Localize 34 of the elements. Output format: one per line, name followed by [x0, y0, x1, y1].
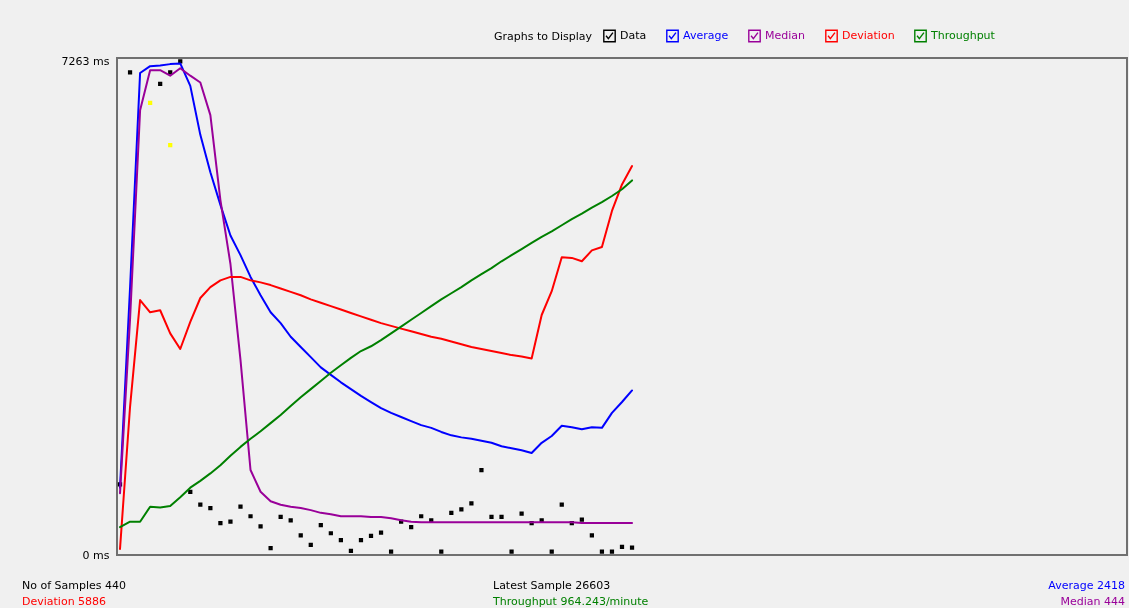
point [439, 549, 444, 554]
point [258, 524, 263, 529]
text: No of Samples 440 [22, 579, 127, 592]
point [609, 549, 615, 554]
point [228, 519, 233, 524]
point [599, 549, 605, 554]
point [479, 467, 484, 473]
point [388, 549, 394, 554]
point [248, 514, 253, 519]
legend-label: Deviation [842, 29, 895, 42]
y-tick-label: 7263 ms [61, 54, 110, 68]
point [519, 511, 524, 516]
text: Throughput 964.243/minute [492, 595, 649, 608]
point [489, 514, 494, 520]
point [549, 549, 554, 554]
point [629, 545, 635, 550]
point [469, 501, 474, 506]
legend-label: Throughput [930, 29, 996, 42]
legend-label: Data [620, 29, 647, 42]
legend-title: Graphs to Display [494, 30, 593, 43]
point [459, 507, 464, 512]
point [238, 504, 243, 509]
point [218, 520, 223, 526]
legend-label: Average [683, 29, 729, 42]
legend-label: Median [765, 29, 806, 42]
point [268, 546, 273, 551]
text: Latest Sample 26603 [493, 579, 611, 592]
text: Deviation 5886 [22, 595, 107, 608]
point [499, 514, 504, 520]
y-tick-label: 0 ms [82, 548, 110, 562]
text: Median 444 [1060, 595, 1125, 608]
point [509, 549, 514, 554]
point [378, 530, 384, 535]
text: Average 2418 [1048, 579, 1125, 592]
